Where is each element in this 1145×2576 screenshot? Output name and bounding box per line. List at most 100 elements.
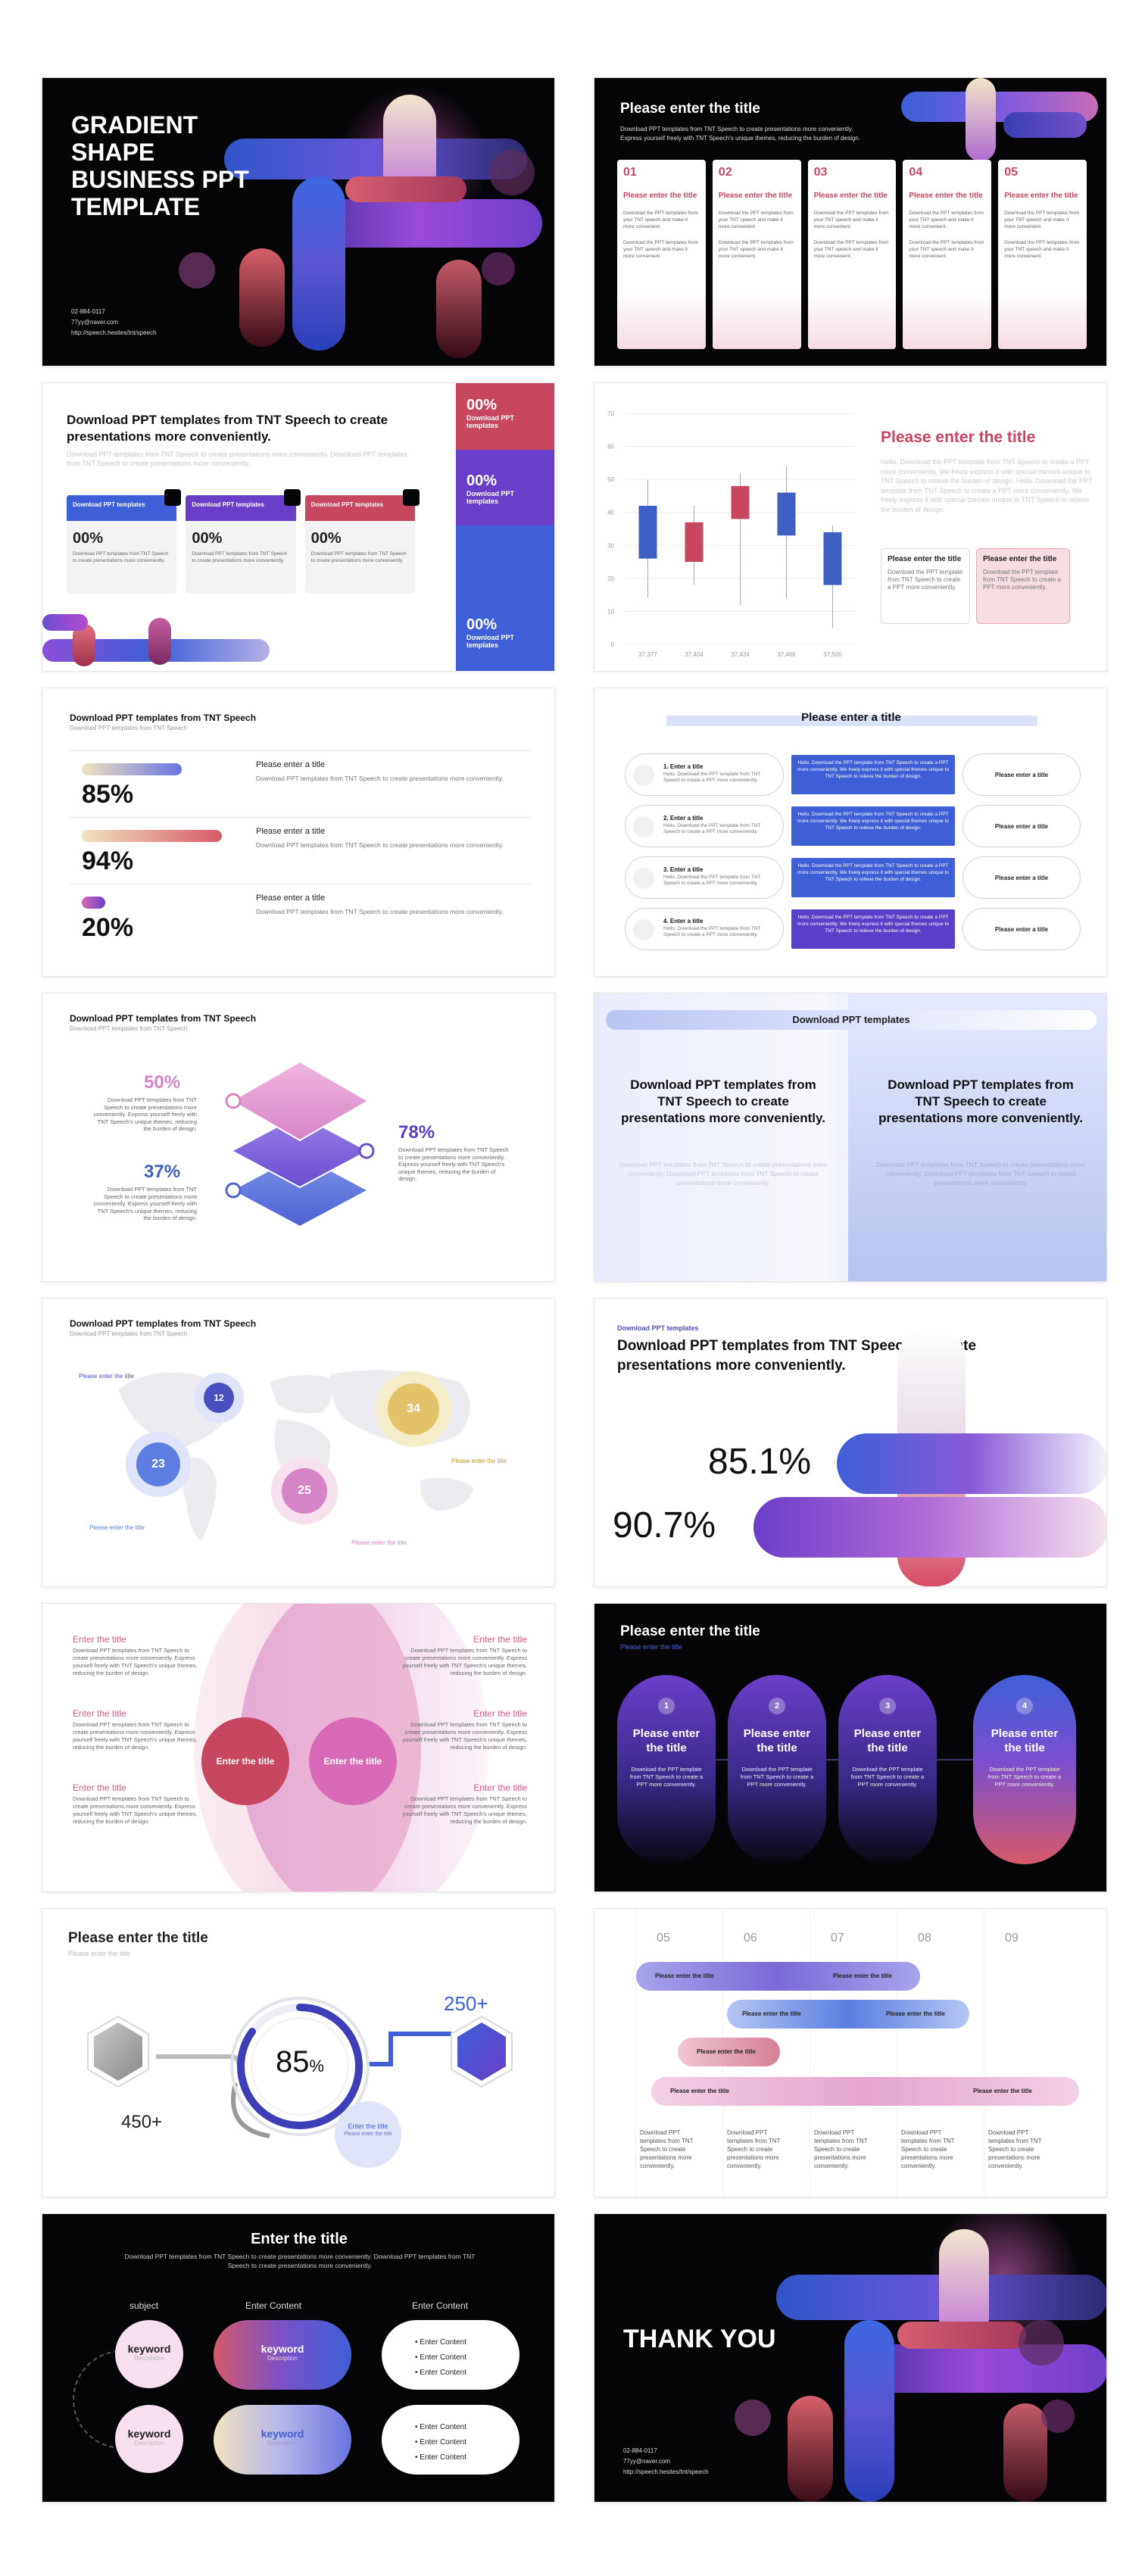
slide-percent-cards[interactable]: Download PPT templates from TNT Speech t… [42,382,555,672]
right-desc: Download PPT templates from TNT Speech t… [876,1161,1085,1187]
gradient-pill [345,176,466,202]
circle-shape [179,252,215,288]
slide-big-stats[interactable]: Download PPT templates Download PPT temp… [594,1298,1107,1587]
map-marker[interactable]: 23 [136,1442,180,1486]
slide-candlestick-chart[interactable]: 0 10 20 30 40 50 60 70 37,377 37,404 37,434 37,466 3… [594,382,1107,672]
capsule-number: 4 [1016,1698,1033,1714]
slide-desc: Download PPT templates from TNT Speech t… [620,126,860,142]
layer-top [230,1060,370,1142]
step-left-pill[interactable]: 1. Enter a title Hello. Download the PPT … [625,753,784,796]
percent-card[interactable]: Download PPT templates 00% Download PPT te… [67,489,182,594]
candle-body[interactable] [731,485,750,519]
step-right-pill[interactable]: Please enter a title [962,856,1081,899]
circle-shape [735,2400,771,2436]
item-desc: Download PPT templates from TNT Speech t… [73,1795,198,1825]
step-left-pill[interactable]: 2. Enter a title Hello. Download the PPT … [625,805,784,847]
right-panel [848,993,1106,1281]
capsule-card[interactable]: 3 Please enter the title Download the PPT … [838,1675,937,1864]
candle-body[interactable] [823,532,842,585]
capsule-card[interactable]: 2 Please enter the title Download the PPT … [728,1675,826,1864]
step-right-pill[interactable]: Please enter a title [962,805,1081,847]
slide-subtitle: Download PPT templates from TNT Speech [70,1330,188,1337]
slide-ring-stats[interactable]: Please enter the title Please enter the … [42,1908,555,2197]
step-right-pill[interactable]: Please enter a title [962,753,1081,796]
capsule-title: Please enter the title [991,1727,1059,1754]
info-box: Please enter the title Download the PPT t… [976,548,1070,624]
list-item: • Enter Content [415,2438,466,2447]
candle-body[interactable] [685,522,704,563]
column-header: subject [129,2300,159,2311]
gradient-pill [73,624,95,666]
slide-layers[interactable]: Download PPT templates from TNT Speech D… [42,993,555,1282]
slide-thank-you[interactable]: THANK YOU 02-884-0117 77yy@naver.com http:… [594,2213,1107,2503]
gradient-pill [292,176,345,351]
x-tick-label: 37,466 [777,651,796,658]
step-left-pill[interactable]: 4. Enter a title Hello. Download the PPT … [625,908,784,950]
percent-desc: Download PPT templates from TNT Speech t… [398,1146,509,1182]
info-card[interactable]: 05 Please enter the title Download the PPT… [998,160,1087,349]
keyword-circle[interactable]: keyword Description [115,2405,183,2473]
step-dot [633,919,654,940]
slide-title: Please enter the title [620,101,760,117]
thank-you-title: THANK YOU [623,2325,776,2353]
venn-item: Enter the title Download PPT templates fr… [73,1782,201,1826]
slide-steps[interactable]: Please enter a title 1. Enter a title Hel… [594,688,1107,977]
bar-label: Please enter the title [973,2088,1032,2094]
step-dot [633,816,654,837]
venn-circle[interactable]: Enter the title [201,1717,289,1805]
percent-label: 78% [398,1122,435,1143]
timeline-column [635,1909,636,2197]
slide-world-map[interactable]: Download PPT templates from TNT Speech D… [42,1298,555,1587]
slide-keyword-table[interactable]: Enter the title Download PPT templates f… [42,2213,555,2503]
slide-venn[interactable]: Enter the title Enter the title Enter th… [42,1603,555,1892]
candle-body[interactable] [638,506,657,559]
keyword-circle[interactable]: keyword Description [115,2320,183,2388]
gradient-pill [788,2396,833,2502]
timeline-bar [678,2038,780,2066]
progress-arc [237,2004,363,2129]
map-marker[interactable]: 12 [204,1383,234,1413]
keyword-pill[interactable]: keyword Description [214,2405,351,2475]
bar-label: Please enter the title [655,1973,714,1979]
ring-graphic [87,1997,513,2168]
slide-cover[interactable]: GRADIENT SHAPE BUSINESS PPT TEMPLATE 02-884… [42,77,555,366]
item-title: Enter the title [73,1708,126,1719]
step-desc: Hello. Download the PPT template from TN… [663,926,761,937]
card-header: Download PPT templates [67,495,177,521]
keyword-pill[interactable]: keyword Description [214,2320,351,2390]
circle-shape [489,150,535,195]
map-marker[interactable]: 34 [388,1383,439,1435]
item-title: Enter the title [73,1782,126,1793]
layer-bottom [229,1152,370,1228]
capsule-card[interactable]: 1 Please enter the title Download the PPT … [617,1675,716,1864]
slide-timeline[interactable]: 05 Download PPT templates from TNT Speech… [594,1908,1107,2197]
card-text: Download the PPT templates from your TNT… [1004,211,1080,229]
step-left-pill[interactable]: 3. Enter a title Hello. Download the PPT … [625,856,784,899]
venn-item: Enter the title Download PPT templates fr… [73,1708,201,1751]
item-desc: Download PPT templates from TNT Speech t… [73,1647,198,1676]
slide-five-cards[interactable]: Please enter the title Download PPT temp… [594,77,1107,366]
bar-label: Please enter the title [697,2048,756,2055]
percent-card[interactable]: Download PPT templates 00% Download PPT te… [304,489,420,594]
candle-body[interactable] [777,492,796,536]
step-list: 1. Enter a title Hello. Download the PPT … [625,753,1081,959]
slide-two-columns[interactable]: Download PPT templates Download PPT temp… [594,993,1107,1282]
card-number: 02 [718,166,732,179]
step-right-pill[interactable]: Please enter a title [962,908,1081,950]
card-number: 01 [623,166,637,179]
percent-card[interactable]: Download PPT templates 00% Download PPT te… [186,489,301,594]
slide-title: Enter the title [251,2231,348,2247]
bar-label: Please enter the title [670,2088,729,2094]
info-card[interactable]: 02 Please enter the title Download the PPT… [712,160,801,349]
map-marker[interactable]: 25 [282,1468,327,1514]
right-value: 250+ [444,1992,488,2015]
capsule-card[interactable]: 4 Please enter the title Download the PPT … [973,1675,1076,1864]
gradient-pill [897,2322,1026,2349]
slide-capsules[interactable]: Please enter the title Please enter the … [594,1603,1107,1892]
slide-progress[interactable]: Download PPT templates from TNT Speech D… [42,688,555,977]
info-card[interactable]: 01 Please enter the title Download the PPT… [617,160,706,349]
card-text: Download the PPT templates from your TNT… [813,240,889,259]
info-card[interactable]: 03 Please enter the title Download the PPT… [807,160,897,349]
info-card[interactable]: 04 Please enter the title Download the PPT… [903,160,992,349]
venn-circle[interactable]: Enter the title [309,1717,397,1805]
